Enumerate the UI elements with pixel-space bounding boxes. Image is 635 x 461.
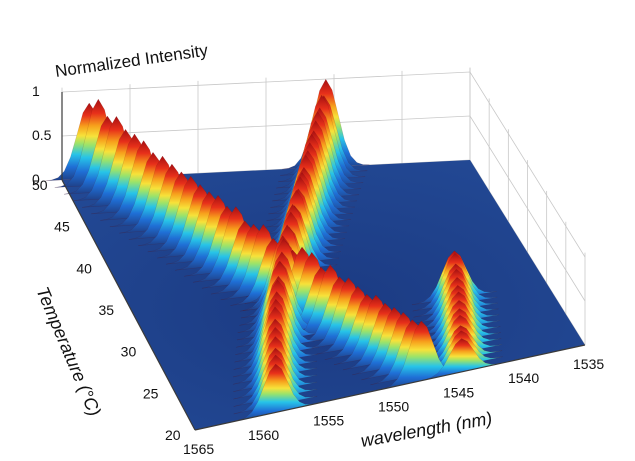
z-gridline xyxy=(61,115,586,302)
y-tick-label: 40 xyxy=(76,260,92,276)
y-tick-label: 20 xyxy=(165,427,181,443)
axes xyxy=(61,92,586,431)
y-tick-label: 45 xyxy=(54,219,70,235)
y-tick-label: 35 xyxy=(99,302,115,318)
x-tick-label: 1535 xyxy=(573,356,604,372)
z-gridline xyxy=(61,71,586,258)
y-axis-label: Temperature (°C) xyxy=(32,284,105,419)
y-tick-label: 30 xyxy=(121,344,137,360)
x-tick-label: 1550 xyxy=(378,399,409,415)
z-tick-label: 0 xyxy=(32,171,40,187)
y-tick-label: 25 xyxy=(143,385,159,401)
tick-labels: 1565 1560 1555 1550 1545 1540 1535 20 25 30 35 40 45… xyxy=(32,83,604,457)
x-tick-label: 1555 xyxy=(313,413,344,429)
y-tick-label: 50 xyxy=(32,177,48,193)
z-tick-label: 0.5 xyxy=(32,127,52,143)
z-axis-label: Normalized Intensity xyxy=(54,41,210,81)
ridge-layer xyxy=(45,78,504,422)
x-tick-label: 1560 xyxy=(248,427,279,443)
x-tick-label: 1565 xyxy=(183,441,214,457)
y-axis-line xyxy=(61,179,196,431)
x-tick-label: 1540 xyxy=(508,370,539,386)
z-tick-label: 1 xyxy=(32,83,40,99)
x-axis-label: wavelength (nm) xyxy=(359,408,494,451)
x-tick-label: 1545 xyxy=(443,384,474,400)
x-axis-line xyxy=(194,344,586,431)
